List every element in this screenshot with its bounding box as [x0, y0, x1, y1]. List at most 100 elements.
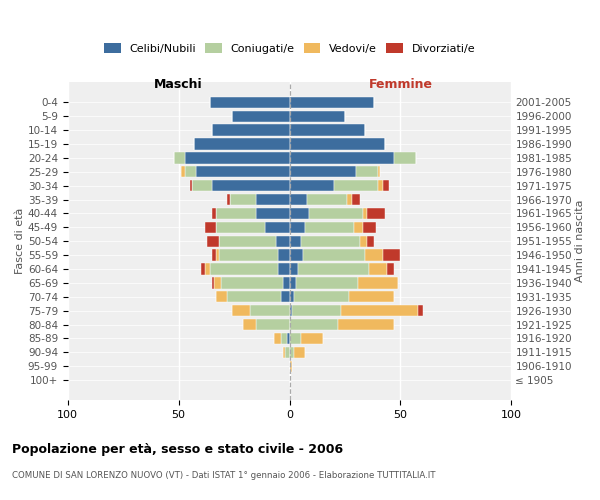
Bar — [290, 180, 334, 192]
Bar — [290, 360, 292, 372]
Bar — [290, 305, 292, 316]
Bar — [232, 110, 290, 122]
Bar — [230, 194, 256, 205]
Bar — [185, 166, 196, 177]
Bar — [294, 346, 305, 358]
Bar — [290, 277, 296, 288]
Bar — [361, 236, 367, 247]
Bar — [194, 138, 290, 149]
Bar — [310, 208, 363, 219]
Bar — [290, 96, 374, 108]
Bar — [378, 166, 380, 177]
Bar — [301, 333, 323, 344]
Bar — [370, 264, 387, 274]
Bar — [256, 194, 290, 205]
Bar — [290, 222, 305, 233]
Bar — [212, 250, 217, 261]
Bar — [292, 305, 341, 316]
Bar — [290, 194, 307, 205]
Bar — [217, 208, 256, 219]
Bar — [305, 222, 354, 233]
Bar — [281, 291, 290, 302]
Bar — [294, 291, 349, 302]
Bar — [418, 305, 422, 316]
Bar — [298, 264, 370, 274]
Bar — [205, 222, 217, 233]
Bar — [347, 194, 352, 205]
Bar — [394, 152, 416, 164]
Bar — [217, 250, 218, 261]
Bar — [363, 222, 376, 233]
Bar — [256, 208, 290, 219]
Bar — [278, 264, 290, 274]
Bar — [341, 305, 418, 316]
Bar — [378, 180, 383, 192]
Bar — [290, 264, 298, 274]
Bar — [383, 250, 400, 261]
Bar — [349, 291, 394, 302]
Bar — [307, 194, 347, 205]
Bar — [227, 194, 230, 205]
Bar — [290, 250, 303, 261]
Bar — [290, 110, 345, 122]
Bar — [209, 264, 278, 274]
Bar — [338, 319, 394, 330]
Bar — [181, 166, 185, 177]
Bar — [221, 277, 283, 288]
Bar — [212, 208, 217, 219]
Bar — [354, 222, 363, 233]
Bar — [352, 194, 361, 205]
Bar — [205, 264, 209, 274]
Bar — [276, 236, 290, 247]
Bar — [290, 124, 365, 136]
Bar — [290, 333, 301, 344]
Bar — [274, 333, 281, 344]
Bar — [278, 250, 290, 261]
Bar — [290, 346, 294, 358]
Bar — [283, 277, 290, 288]
Bar — [365, 250, 383, 261]
Bar — [367, 236, 374, 247]
Bar — [383, 180, 389, 192]
Bar — [208, 236, 218, 247]
Y-axis label: Fasce di età: Fasce di età — [15, 208, 25, 274]
Bar — [212, 180, 290, 192]
Bar — [265, 222, 290, 233]
Bar — [367, 208, 385, 219]
Legend: Celibi/Nubili, Coniugati/e, Vedovi/e, Divorziati/e: Celibi/Nubili, Coniugati/e, Vedovi/e, Di… — [101, 40, 478, 58]
Bar — [212, 277, 214, 288]
Bar — [209, 96, 290, 108]
Bar — [227, 291, 281, 302]
Bar — [281, 333, 287, 344]
Bar — [250, 305, 290, 316]
Bar — [290, 152, 394, 164]
Bar — [285, 346, 290, 358]
Bar — [290, 166, 356, 177]
Bar — [387, 264, 394, 274]
Bar — [301, 236, 361, 247]
Bar — [232, 305, 250, 316]
Bar — [358, 277, 398, 288]
Bar — [334, 180, 378, 192]
Bar — [217, 222, 265, 233]
Bar — [214, 277, 221, 288]
Bar — [290, 138, 385, 149]
Bar — [296, 277, 358, 288]
Bar — [256, 319, 290, 330]
Y-axis label: Anni di nascita: Anni di nascita — [575, 200, 585, 282]
Bar — [174, 152, 185, 164]
Bar — [283, 346, 285, 358]
Bar — [218, 250, 278, 261]
Bar — [243, 319, 256, 330]
Bar — [290, 236, 301, 247]
Bar — [218, 236, 276, 247]
Bar — [363, 208, 367, 219]
Text: COMUNE DI SAN LORENZO NUOVO (VT) - Dati ISTAT 1° gennaio 2006 - Elaborazione TUT: COMUNE DI SAN LORENZO NUOVO (VT) - Dati … — [12, 470, 436, 480]
Bar — [185, 152, 290, 164]
Text: Popolazione per età, sesso e stato civile - 2006: Popolazione per età, sesso e stato civil… — [12, 442, 343, 456]
Bar — [287, 333, 290, 344]
Bar — [196, 166, 290, 177]
Bar — [190, 180, 192, 192]
Bar — [303, 250, 365, 261]
Bar — [212, 124, 290, 136]
